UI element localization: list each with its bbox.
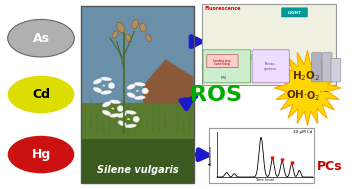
Ellipse shape bbox=[101, 91, 112, 94]
Polygon shape bbox=[102, 101, 105, 133]
Ellipse shape bbox=[118, 112, 126, 118]
Ellipse shape bbox=[110, 100, 120, 104]
Ellipse shape bbox=[117, 106, 124, 112]
Text: Silene vulgaris: Silene vulgaris bbox=[96, 165, 178, 175]
Polygon shape bbox=[183, 103, 185, 133]
FancyBboxPatch shape bbox=[282, 8, 308, 17]
Ellipse shape bbox=[93, 87, 102, 92]
Text: LIGHT: LIGHT bbox=[288, 11, 301, 15]
Ellipse shape bbox=[142, 88, 148, 94]
Polygon shape bbox=[177, 101, 179, 133]
Text: Photo-
system: Photo- system bbox=[264, 62, 277, 71]
Polygon shape bbox=[189, 111, 191, 133]
Text: PSI: PSI bbox=[220, 76, 226, 80]
FancyBboxPatch shape bbox=[203, 50, 251, 83]
Text: 30 μM Cd: 30 μM Cd bbox=[293, 130, 313, 134]
Text: Abundance: Abundance bbox=[209, 146, 213, 165]
Text: PCs: PCs bbox=[317, 160, 342, 173]
Ellipse shape bbox=[112, 31, 118, 38]
Text: Cd: Cd bbox=[32, 88, 50, 101]
Ellipse shape bbox=[132, 19, 138, 29]
Ellipse shape bbox=[102, 85, 105, 87]
Ellipse shape bbox=[8, 136, 74, 173]
Polygon shape bbox=[170, 111, 172, 133]
Polygon shape bbox=[158, 101, 160, 133]
Ellipse shape bbox=[125, 124, 136, 128]
Ellipse shape bbox=[125, 111, 136, 114]
Ellipse shape bbox=[140, 23, 146, 32]
Polygon shape bbox=[274, 50, 341, 125]
Ellipse shape bbox=[127, 118, 130, 120]
FancyBboxPatch shape bbox=[322, 53, 332, 82]
Text: As: As bbox=[32, 32, 50, 45]
Polygon shape bbox=[146, 102, 148, 133]
Text: OH$\cdot$: OH$\cdot$ bbox=[286, 88, 308, 100]
Text: O$_2$$^{\cdot -}$: O$_2$$^{\cdot -}$ bbox=[306, 89, 330, 103]
Polygon shape bbox=[84, 98, 86, 133]
Polygon shape bbox=[164, 96, 166, 133]
Polygon shape bbox=[152, 117, 154, 133]
Polygon shape bbox=[108, 101, 111, 133]
Text: Time (min): Time (min) bbox=[255, 178, 275, 182]
FancyBboxPatch shape bbox=[81, 103, 194, 183]
FancyBboxPatch shape bbox=[312, 53, 321, 82]
Ellipse shape bbox=[101, 77, 112, 81]
Text: Fluorescence: Fluorescence bbox=[204, 6, 240, 11]
FancyBboxPatch shape bbox=[202, 5, 335, 85]
Ellipse shape bbox=[8, 76, 74, 113]
Ellipse shape bbox=[118, 121, 126, 126]
Text: H$_2$O$_2$: H$_2$O$_2$ bbox=[292, 69, 321, 83]
Polygon shape bbox=[115, 114, 117, 133]
Ellipse shape bbox=[127, 84, 136, 89]
Ellipse shape bbox=[125, 34, 132, 42]
Text: Lumen dep.: Lumen dep. bbox=[214, 62, 231, 66]
Polygon shape bbox=[139, 99, 142, 133]
FancyBboxPatch shape bbox=[81, 139, 194, 183]
Text: Hg: Hg bbox=[31, 148, 51, 161]
Ellipse shape bbox=[133, 116, 139, 122]
FancyBboxPatch shape bbox=[252, 50, 289, 83]
Ellipse shape bbox=[110, 114, 120, 117]
Ellipse shape bbox=[102, 102, 111, 107]
Ellipse shape bbox=[134, 96, 145, 100]
Text: Landing step: Landing step bbox=[213, 59, 231, 63]
Polygon shape bbox=[90, 109, 92, 133]
FancyBboxPatch shape bbox=[331, 58, 341, 82]
Ellipse shape bbox=[93, 79, 102, 84]
FancyBboxPatch shape bbox=[81, 6, 194, 116]
Polygon shape bbox=[127, 116, 129, 133]
Polygon shape bbox=[143, 59, 194, 116]
Polygon shape bbox=[96, 116, 98, 133]
Ellipse shape bbox=[146, 35, 151, 42]
Ellipse shape bbox=[127, 93, 136, 98]
Polygon shape bbox=[133, 99, 136, 133]
Ellipse shape bbox=[134, 82, 145, 86]
FancyBboxPatch shape bbox=[207, 55, 238, 68]
Ellipse shape bbox=[111, 108, 114, 110]
Ellipse shape bbox=[8, 19, 74, 57]
Ellipse shape bbox=[136, 90, 139, 92]
Text: ROS: ROS bbox=[190, 84, 242, 105]
Ellipse shape bbox=[108, 83, 115, 89]
FancyBboxPatch shape bbox=[209, 128, 314, 183]
Ellipse shape bbox=[117, 22, 125, 33]
Ellipse shape bbox=[102, 110, 111, 115]
Polygon shape bbox=[121, 112, 123, 133]
